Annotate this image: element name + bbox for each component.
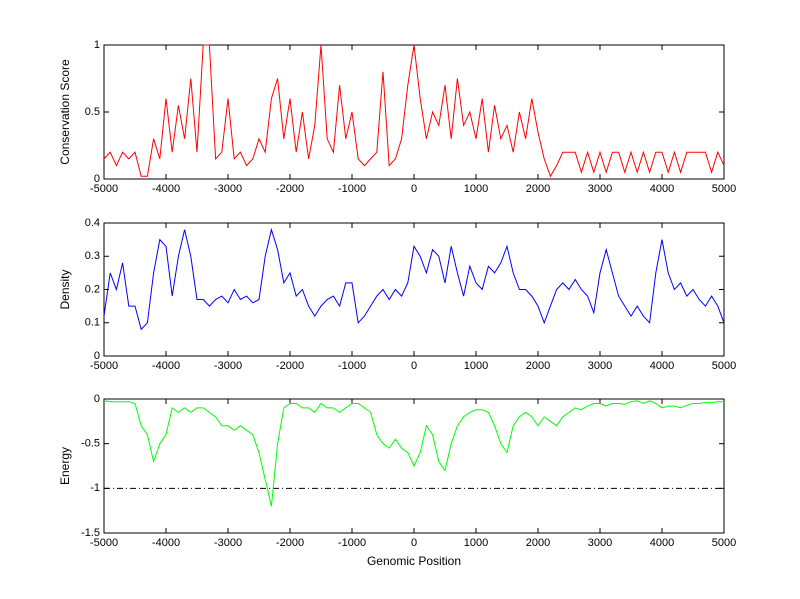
data-line [103,400,724,507]
x-tick-label: -3000 [214,183,242,195]
x-tick-label: 3000 [588,183,612,195]
y-tick-label: -1 [90,482,100,494]
x-tick-label: -1000 [338,360,366,372]
x-tick-label: -5000 [90,537,118,549]
y-tick-label: 0.3 [85,250,100,262]
x-tick-label: 4000 [650,537,674,549]
y-tick-label: -0.5 [81,438,100,450]
y-tick-label: 0 [94,350,100,362]
y-tick-label: 0 [94,173,100,185]
x-tick-label: 4000 [650,183,674,195]
x-tick-label: 5000 [712,537,736,549]
y-axis-label: Density [58,269,72,309]
y-tick-label: 0.5 [85,106,100,118]
x-tick-label: -5000 [90,360,118,372]
x-tick-label: 1000 [464,183,488,195]
x-tick-label: 2000 [526,537,550,549]
x-tick-label: -2000 [276,183,304,195]
y-tick-label: 0.4 [85,217,100,229]
x-tick-label: 4000 [650,360,674,372]
x-tick-label: -5000 [90,183,118,195]
y-tick-label: 1 [94,39,100,51]
plot-area [103,44,725,180]
x-tick-label: 0 [411,537,417,549]
x-tick-label: -3000 [214,360,242,372]
y-tick-label: 0.2 [85,283,100,295]
x-tick-label: -4000 [152,360,180,372]
x-tick-label: 1000 [464,360,488,372]
y-tick-label: 0.1 [85,317,100,329]
x-tick-label: -2000 [276,360,304,372]
x-tick-label: -1000 [338,537,366,549]
x-tick-label: -2000 [276,537,304,549]
y-axis-label: Conservation Score [58,59,72,165]
y-tick-label: 0 [94,393,100,405]
x-tick-label: 3000 [588,537,612,549]
y-axis-label: Energy [58,447,72,485]
x-tick-label: 2000 [526,360,550,372]
x-tick-label: 5000 [712,360,736,372]
x-tick-label: 1000 [464,537,488,549]
x-tick-label: 0 [411,183,417,195]
x-tick-label: 3000 [588,360,612,372]
x-tick-label: 5000 [712,183,736,195]
x-axis-label: Genomic Position [367,554,461,568]
x-tick-label: -4000 [152,183,180,195]
plot-area [103,222,725,357]
x-tick-label: 0 [411,360,417,372]
x-tick-label: -3000 [214,537,242,549]
x-tick-label: -1000 [338,183,366,195]
data-line [103,227,725,331]
data-line [103,44,725,178]
x-tick-label: -4000 [152,537,180,549]
x-tick-label: 2000 [526,183,550,195]
y-tick-label: -1.5 [81,527,100,539]
